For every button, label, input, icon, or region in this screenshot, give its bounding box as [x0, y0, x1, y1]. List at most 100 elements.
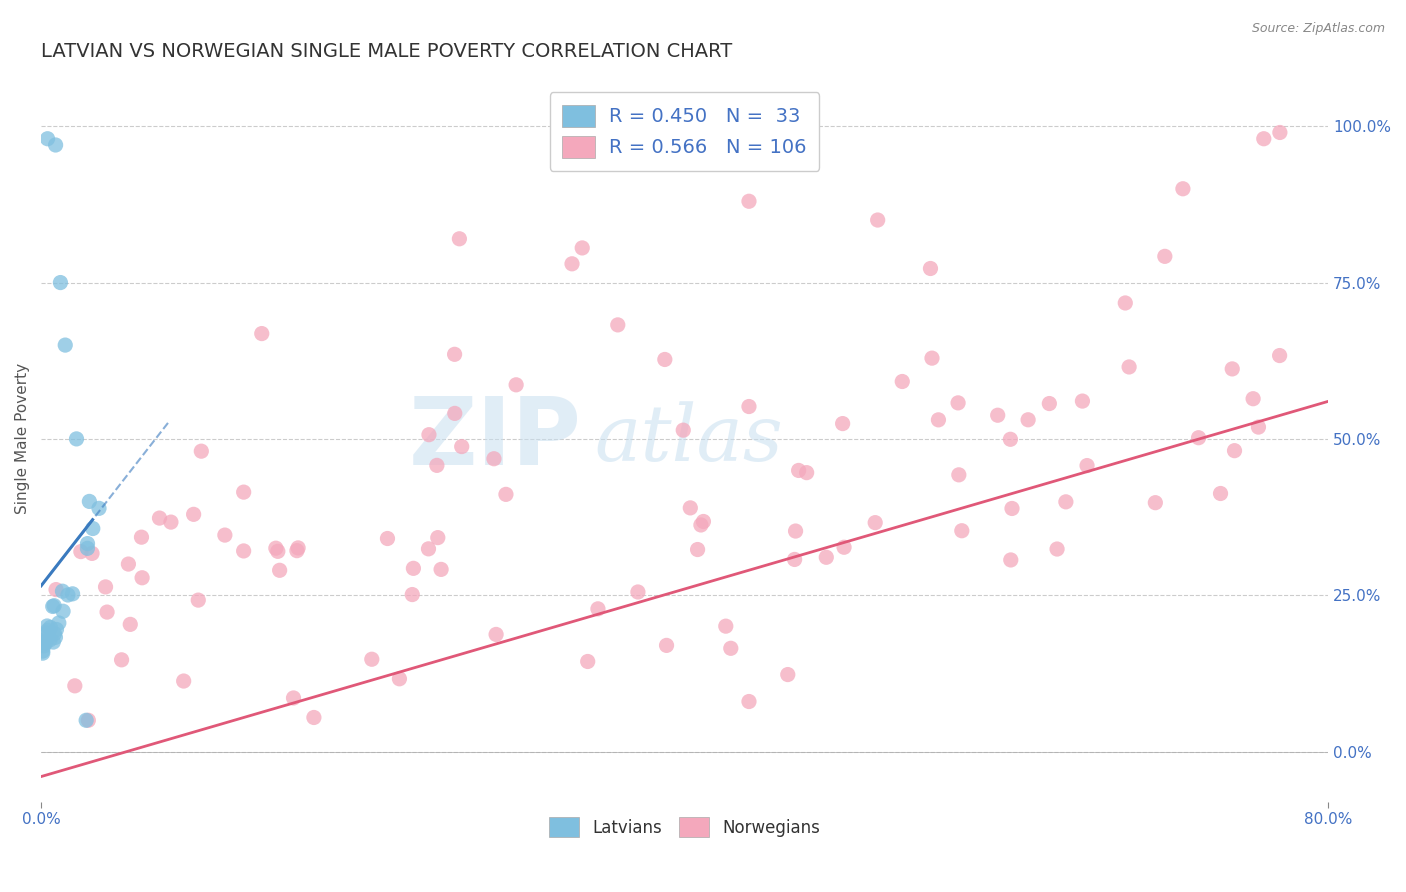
Point [1114, 296, 1136, 310]
Point [1054, 495, 1077, 509]
Point [34, 632, 56, 647]
Point [1268, 126, 1291, 140]
Point [679, 500, 702, 515]
Point [44, 599, 66, 613]
Point [1268, 349, 1291, 363]
Point [402, 561, 425, 575]
Point [1220, 362, 1243, 376]
Text: ZIP: ZIP [409, 392, 582, 485]
Point [45, 138, 67, 153]
Point [77, 713, 100, 727]
Point [75, 713, 97, 727]
Point [52, 604, 75, 618]
Point [160, 515, 183, 529]
Point [37, 132, 59, 146]
Point [796, 466, 818, 480]
Point [1071, 394, 1094, 409]
Point [738, 194, 761, 209]
Point [79, 494, 101, 508]
Point [690, 518, 713, 533]
Point [63, 679, 86, 693]
Point [920, 261, 942, 276]
Point [1038, 396, 1060, 410]
Point [1001, 501, 1024, 516]
Point [76, 541, 98, 556]
Point [450, 440, 472, 454]
Point [1000, 432, 1022, 446]
Point [76, 536, 98, 550]
Point [606, 318, 628, 332]
Point [571, 241, 593, 255]
Text: Source: ZipAtlas.com: Source: ZipAtlas.com [1251, 22, 1385, 36]
Point [31, 644, 53, 658]
Point [418, 427, 440, 442]
Point [49, 276, 72, 290]
Point [1241, 392, 1264, 406]
Point [110, 653, 132, 667]
Point [738, 400, 761, 414]
Point [62, 587, 84, 601]
Legend: Latvians, Norwegians: Latvians, Norwegians [543, 810, 827, 844]
Point [70, 544, 93, 558]
Point [1247, 420, 1270, 434]
Point [576, 655, 599, 669]
Point [785, 524, 807, 538]
Point [738, 694, 761, 708]
Point [302, 710, 325, 724]
Y-axis label: Single Male Poverty: Single Male Poverty [15, 363, 30, 515]
Point [94, 580, 117, 594]
Point [360, 652, 382, 666]
Point [832, 541, 855, 555]
Point [1046, 542, 1069, 557]
Point [921, 351, 943, 366]
Point [232, 544, 254, 558]
Point [692, 515, 714, 529]
Point [561, 257, 583, 271]
Point [891, 375, 914, 389]
Point [250, 326, 273, 341]
Point [430, 562, 453, 576]
Point [686, 542, 709, 557]
Point [586, 602, 609, 616]
Point [1118, 359, 1140, 374]
Point [485, 627, 508, 641]
Point [117, 557, 139, 571]
Point [1187, 431, 1209, 445]
Point [776, 667, 799, 681]
Point [987, 409, 1010, 423]
Point [714, 619, 737, 633]
Point [1076, 458, 1098, 473]
Point [37, 619, 59, 633]
Point [45, 582, 67, 597]
Point [87, 501, 110, 516]
Point [948, 467, 970, 482]
Point [815, 550, 838, 565]
Point [53, 338, 76, 352]
Point [148, 511, 170, 525]
Point [131, 571, 153, 585]
Point [120, 617, 142, 632]
Point [443, 406, 465, 420]
Point [42, 635, 65, 649]
Point [269, 563, 291, 577]
Point [283, 690, 305, 705]
Point [44, 626, 66, 640]
Point [285, 543, 308, 558]
Point [1209, 486, 1232, 500]
Point [1000, 553, 1022, 567]
Point [96, 605, 118, 619]
Point [377, 532, 399, 546]
Point [264, 541, 287, 556]
Point [48, 615, 70, 630]
Point [267, 544, 290, 558]
Point [32, 639, 55, 653]
Point [42, 599, 65, 614]
Point [1171, 182, 1194, 196]
Point [65, 432, 87, 446]
Point [426, 531, 449, 545]
Point [183, 508, 205, 522]
Point [1223, 443, 1246, 458]
Point [173, 673, 195, 688]
Point [866, 213, 889, 227]
Point [1153, 249, 1175, 263]
